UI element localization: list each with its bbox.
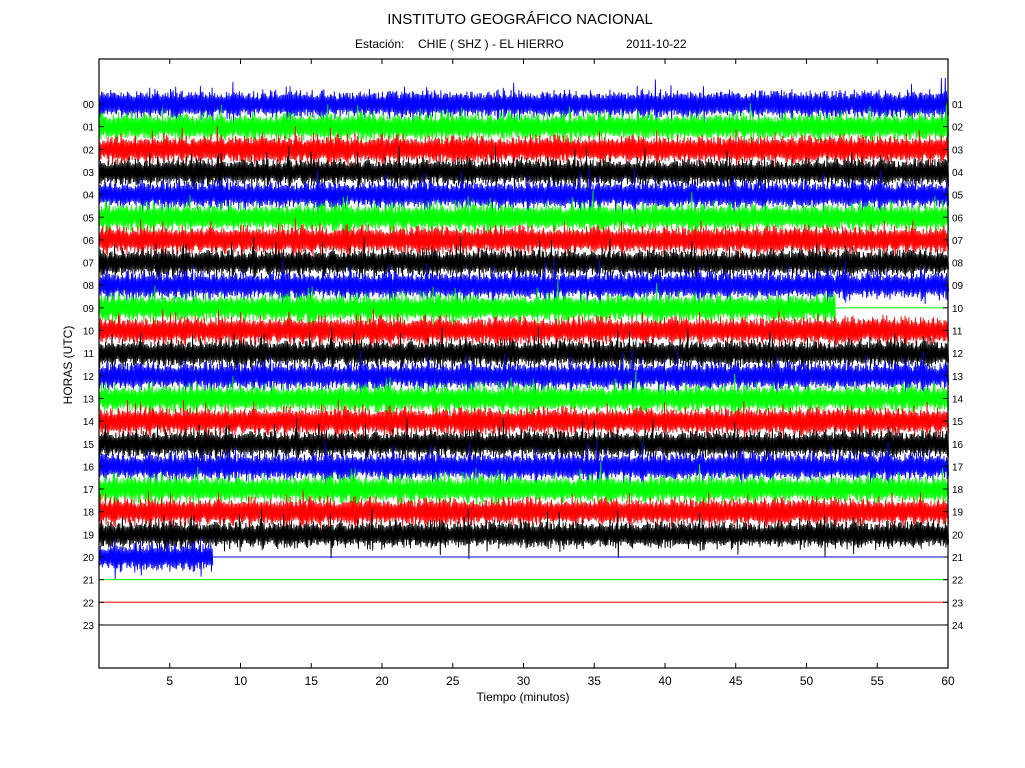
x-tick-label: 20 (375, 674, 389, 688)
x-tick-label: 55 (871, 674, 885, 688)
trace-hour-14 (98, 399, 949, 447)
y-axis-label: HORAS (UTC) (61, 325, 75, 405)
trace-hour-11 (98, 327, 949, 378)
trace-hour-15 (98, 417, 949, 469)
left-tick-label: 16 (83, 462, 95, 473)
x-tick-label: 35 (588, 674, 602, 688)
trace-hour-8 (98, 259, 949, 313)
left-tick-label: 09 (83, 304, 95, 315)
trace-hour-17 (98, 462, 949, 517)
left-tick-label: 02 (83, 145, 95, 156)
left-tick-label: 15 (83, 440, 95, 451)
trace-hour-2 (98, 125, 949, 175)
right-tick-label: 24 (952, 621, 964, 632)
left-tick-label: 03 (83, 168, 95, 179)
trace-hour-10 (98, 308, 949, 356)
right-tick-label: 20 (952, 530, 964, 541)
right-tick-label: 07 (952, 236, 964, 247)
x-tick-label: 5 (166, 674, 173, 688)
trace-hour-3 (98, 146, 949, 197)
x-tick-label: 25 (446, 674, 460, 688)
left-tick-label: 00 (83, 100, 95, 111)
right-tick-label: 12 (952, 349, 964, 360)
x-axis-label: Tiempo (minutos) (476, 690, 570, 704)
trace-hour-6 (98, 218, 949, 266)
left-tick-label: 06 (83, 236, 95, 247)
trace-hour-4 (98, 169, 949, 222)
record-date: 2011-10-22 (626, 37, 687, 51)
right-tick-label: 09 (952, 281, 964, 292)
x-tick-label: 45 (729, 674, 743, 688)
left-tick-label: 12 (83, 372, 95, 383)
x-tick-label: 10 (234, 674, 248, 688)
right-tick-label: 06 (952, 213, 964, 224)
trace-hour-20 (98, 537, 214, 580)
right-tick-label: 19 (952, 508, 964, 519)
x-tick-label: 30 (517, 674, 531, 688)
left-tick-label: 19 (83, 530, 95, 541)
right-tick-label: 16 (952, 440, 964, 451)
left-tick-label: 05 (83, 213, 95, 224)
right-tick-label: 03 (952, 145, 964, 156)
right-tick-label: 17 (952, 462, 964, 473)
trace-hour-19 (98, 508, 949, 560)
right-tick-label: 23 (952, 598, 964, 609)
trace-hour-0 (98, 77, 949, 129)
right-tick-label: 01 (952, 100, 964, 111)
left-tick-label: 01 (83, 123, 95, 134)
trace-hour-5 (98, 190, 949, 245)
right-tick-label: 15 (952, 417, 964, 428)
left-tick-label: 22 (83, 598, 95, 609)
chart-title: INSTITUTO GEOGRÁFICO NACIONAL (387, 11, 653, 28)
left-tick-label: 08 (83, 281, 95, 292)
right-tick-label: 10 (952, 304, 964, 315)
x-tick-label: 40 (658, 674, 672, 688)
left-tick-label: 13 (83, 394, 95, 405)
station-label: Estación: (355, 37, 405, 51)
left-tick-label: 10 (83, 327, 95, 338)
x-tick-label: 50 (800, 674, 814, 688)
right-tick-label: 21 (952, 553, 964, 564)
x-tick-label: 15 (305, 674, 319, 688)
right-tick-label: 05 (952, 191, 964, 202)
trace-hour-18 (98, 490, 949, 538)
left-tick-label: 11 (84, 349, 95, 360)
right-tick-label: 04 (952, 168, 964, 179)
right-tick-label: 22 (952, 576, 964, 587)
left-tick-label: 07 (83, 259, 95, 270)
right-tick-label: 18 (952, 485, 964, 496)
trace-hour-1 (98, 102, 949, 153)
left-tick-label: 23 (83, 621, 95, 632)
right-tick-label: 02 (952, 123, 964, 134)
left-tick-label: 18 (83, 508, 95, 519)
trace-hour-13 (98, 371, 949, 427)
right-tick-label: 11 (952, 327, 963, 338)
left-tick-label: 21 (83, 576, 95, 587)
left-tick-label: 04 (83, 191, 95, 202)
station-name: CHIE ( SHZ ) - EL HIERRO (418, 37, 564, 51)
left-tick-label: 17 (83, 485, 95, 496)
trace-hour-9 (98, 281, 836, 336)
trace-hour-7 (98, 236, 949, 288)
trace-hour-16 (98, 441, 949, 494)
right-tick-label: 14 (952, 394, 964, 405)
x-tick-label: 60 (941, 674, 955, 688)
left-tick-label: 20 (83, 553, 95, 564)
left-tick-label: 14 (83, 417, 95, 428)
trace-hour-12 (98, 350, 949, 404)
right-tick-label: 08 (952, 259, 964, 270)
right-tick-label: 13 (952, 372, 964, 383)
